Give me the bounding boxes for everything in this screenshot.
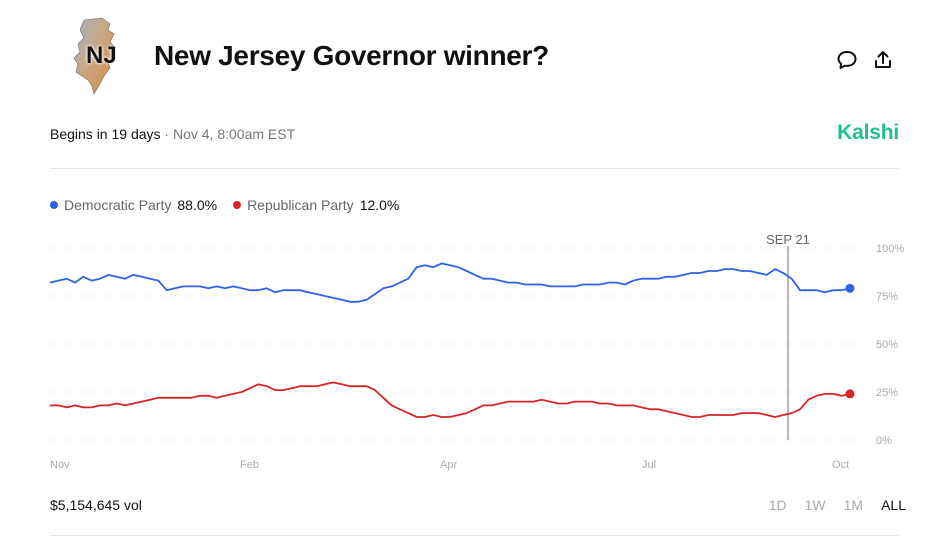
- x-tick-label: Apr: [440, 459, 457, 471]
- series-line-democratic: [49, 262, 851, 303]
- legend-democratic: Democratic Party 88.0%: [50, 197, 217, 213]
- market-schedule: Begins in 19 days · Nov 4, 8:00am EST: [50, 126, 295, 142]
- kalshi-logo[interactable]: Kalshi: [837, 121, 899, 144]
- legend-value: 88.0%: [177, 197, 218, 213]
- series-line-republican: [50, 381, 851, 418]
- republican-dot-icon: [233, 201, 242, 209]
- begins-text: Begins in 19 days: [50, 126, 161, 142]
- y-tick-label: 100%: [876, 243, 904, 255]
- y-tick-label: 25%: [876, 387, 898, 399]
- series-endpoint-democratic: [845, 283, 855, 293]
- range-1w-button[interactable]: 1W: [804, 497, 826, 513]
- y-tick-label: 75%: [876, 291, 898, 303]
- y-tick-label: 0%: [876, 435, 892, 447]
- separator: ·: [164, 126, 170, 142]
- y-tick-label: 50%: [876, 339, 898, 351]
- range-1d-button[interactable]: 1D: [768, 497, 787, 513]
- range-selector: 1D 1W 1M ALL: [769, 497, 906, 513]
- marker-label: SEP 21: [766, 232, 810, 247]
- volume-label: $5,154,645 vol: [50, 497, 142, 513]
- series-endpoint-republican: [845, 389, 855, 399]
- legend-label: Republican Party: [247, 197, 354, 213]
- range-1m-button[interactable]: 1M: [843, 497, 864, 513]
- legend-republican: Republican Party 12.0%: [233, 197, 399, 213]
- page-title: New Jersey Governor winner?: [154, 40, 549, 71]
- bottom-divider: [50, 535, 899, 536]
- share-icon[interactable]: [871, 48, 895, 72]
- x-tick-label: Feb: [240, 459, 259, 471]
- x-tick-label: Nov: [50, 459, 70, 471]
- top-divider: [50, 168, 899, 169]
- legend-label: Democratic Party: [64, 197, 172, 213]
- start-date: Nov 4, 8:00am EST: [172, 126, 296, 142]
- legend-value: 12.0%: [359, 197, 400, 213]
- x-tick-label: Oct: [832, 459, 849, 471]
- chart-legend: Democratic Party 88.0% Republican Party …: [50, 197, 399, 213]
- logo-text: NJ: [86, 42, 117, 69]
- range-all-button[interactable]: ALL: [881, 497, 906, 513]
- nj-state-logo: NJ: [70, 16, 126, 100]
- democratic-dot-icon: [50, 201, 58, 209]
- x-tick-label: Jul: [642, 459, 656, 471]
- comment-icon[interactable]: [835, 48, 859, 72]
- price-chart[interactable]: 100% 75% 50% 25% 0% Nov Feb Apr Jul Oct SEP 21: [0, 230, 930, 475]
